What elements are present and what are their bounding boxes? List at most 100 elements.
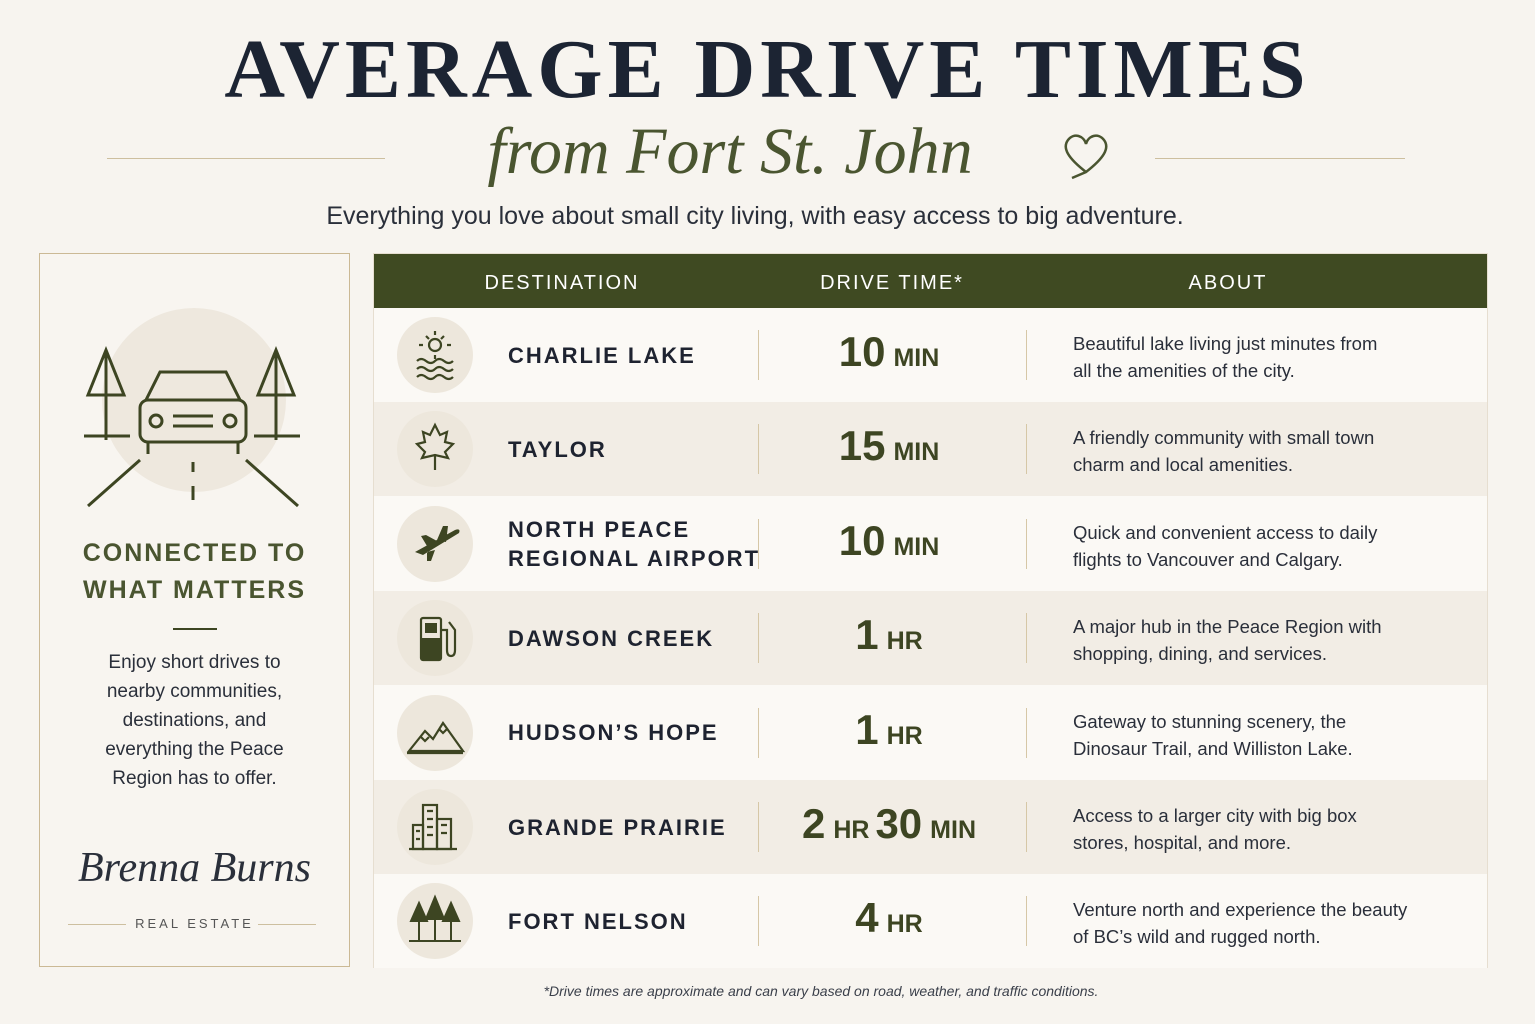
drive-time-value: 15 — [838, 422, 886, 470]
company: REAL ESTATE — [135, 916, 254, 931]
drive-time-unit: MIN — [893, 344, 940, 372]
divider — [1026, 613, 1027, 664]
about-text: Dinosaur Trail, and Williston Lake. — [1073, 737, 1353, 759]
table-row: NORTH PEACE REGIONAL AIRPORT 10 MIN Quick an… — [374, 496, 1487, 591]
sidebar-text: destinations, and — [122, 710, 267, 731]
table-row: DAWSON CREEK 1 HR A major hub in the Peace … — [374, 591, 1487, 686]
drive-time: 1 HR — [758, 706, 1026, 754]
drive-time-unit: MIN — [893, 532, 940, 561]
destination: GRANDE PRAIRIE — [508, 814, 727, 840]
rule — [107, 158, 385, 159]
about-text: of BC’s wild and rugged north. — [1073, 926, 1321, 948]
tagline: Everything you love about small city liv… — [326, 202, 1184, 230]
sidebar-text: Region has to offer. — [112, 768, 277, 789]
about-text: charm and local amenities. — [1073, 454, 1294, 476]
about-text: Venture north and experience the beauty — [1073, 899, 1408, 921]
footnote: *Drive times are approximate and can var… — [543, 983, 1099, 999]
divider — [1026, 707, 1027, 758]
divider — [1026, 896, 1027, 947]
row-icon — [397, 317, 473, 393]
drive-time-unit: HR — [886, 721, 923, 750]
divider — [1026, 330, 1027, 380]
divider — [1026, 518, 1027, 569]
drive-time: 15 MIN — [758, 422, 1026, 470]
divider — [1026, 802, 1027, 852]
column-header: DESTINATION — [484, 272, 640, 294]
table-row: HUDSON’S HOPE 1 HR Gateway to stunning scen… — [374, 685, 1487, 780]
heart-icon — [1064, 134, 1108, 180]
about-text: Beautiful lake living just minutes from — [1073, 333, 1378, 354]
drive-time: 2 HR 30 MIN — [758, 800, 1026, 848]
drive-time: 10 MIN — [758, 328, 1026, 376]
row-icon — [397, 694, 473, 771]
drive-time: 1 HR — [758, 611, 1026, 659]
about-text: shopping, dining, and services. — [1073, 643, 1328, 665]
table: DESTINATION DRIVE TIME* ABOUT CHARLIE LA… — [373, 253, 1488, 969]
about-text: Quick and convenient access to daily — [1073, 521, 1378, 543]
table-row: GRANDE PRAIRIE 2 HR 30 MIN Access to a larger… — [374, 780, 1487, 874]
divider — [758, 707, 759, 758]
destination: NORTH PEACE — [508, 516, 691, 542]
sidebar-heading: WHAT MATTERS — [82, 576, 307, 604]
destination: HUDSON’S HOPE — [508, 720, 719, 746]
table-row: FORT NELSON 4 HR Venture north and experien… — [374, 874, 1487, 969]
rule — [258, 924, 316, 925]
divider — [758, 802, 759, 852]
about-text: flights to Vancouver and Calgary. — [1073, 548, 1343, 570]
drive-time-value: 10 — [838, 516, 886, 564]
drive-time-value: 1 — [855, 611, 879, 659]
divider — [758, 518, 759, 569]
sidebar-text: nearby communities, — [106, 681, 283, 702]
divider — [1026, 424, 1027, 475]
drive-time: 10 MIN — [758, 517, 1026, 565]
column-header: DRIVE TIME* — [820, 272, 964, 294]
sidebar-heading: CONNECTED TO — [82, 539, 307, 567]
about-text: A friendly community with small town — [1073, 427, 1375, 449]
rule — [68, 924, 126, 925]
divider — [173, 628, 217, 630]
title: AVERAGE DRIVE TIMES — [224, 23, 1311, 116]
row-icon — [397, 505, 473, 582]
drive-time-unit: MIN — [930, 816, 976, 844]
drive-time: 4 HR — [758, 894, 1026, 942]
destination: FORT NELSON — [508, 908, 688, 934]
column-header: ABOUT — [1188, 272, 1268, 294]
drive-time-value: 4 — [855, 894, 879, 942]
about-text: all the amenities of the city. — [1073, 360, 1295, 381]
divider — [758, 896, 759, 947]
car-icon — [84, 308, 300, 508]
destination: TAYLOR — [508, 436, 607, 462]
about-text: stores, hospital, and more. — [1073, 832, 1291, 853]
drive-time-unit: HR — [886, 910, 923, 939]
subtitle: from Fort St. John — [487, 115, 973, 188]
destination: REGIONAL AIRPORT — [508, 545, 761, 571]
sidebar-text: everything the Peace — [105, 739, 284, 760]
row-icon — [397, 883, 473, 960]
table-row: CHARLIE LAKE 10 MIN Beautiful lake living j… — [374, 308, 1487, 402]
rule — [1155, 158, 1405, 159]
sidebar: CONNECTED TO WHAT MATTERS Brenna Burns R… — [39, 253, 350, 967]
drive-time-value: 10 — [838, 328, 886, 375]
sidebar-text: Enjoy short drives to — [108, 652, 281, 673]
destination: CHARLIE LAKE — [508, 342, 696, 368]
drive-time-value: 1 — [855, 705, 879, 753]
divider — [758, 613, 759, 664]
about-text: Access to a larger city with big box — [1073, 805, 1357, 826]
drive-time-value: 30 — [875, 800, 923, 847]
about-text: Gateway to stunning scenery, the — [1073, 710, 1347, 732]
table-header: DESTINATION DRIVE TIME* ABOUT — [374, 254, 1487, 308]
row-icon — [397, 789, 473, 865]
divider — [758, 424, 759, 475]
drive-time-unit: MIN — [893, 438, 940, 467]
drive-time-unit: HR — [833, 816, 870, 844]
about-text: A major hub in the Peace Region with — [1073, 616, 1382, 638]
table-row: TAYLOR 15 MIN A friendly community with sma… — [374, 402, 1487, 497]
row-icon — [397, 600, 473, 677]
divider — [758, 330, 759, 380]
row-icon — [397, 411, 473, 488]
drive-time-value: 2 — [801, 800, 826, 847]
signature: Brenna Burns — [78, 845, 311, 891]
drive-time-unit: HR — [886, 627, 923, 656]
destination: DAWSON CREEK — [508, 625, 715, 651]
